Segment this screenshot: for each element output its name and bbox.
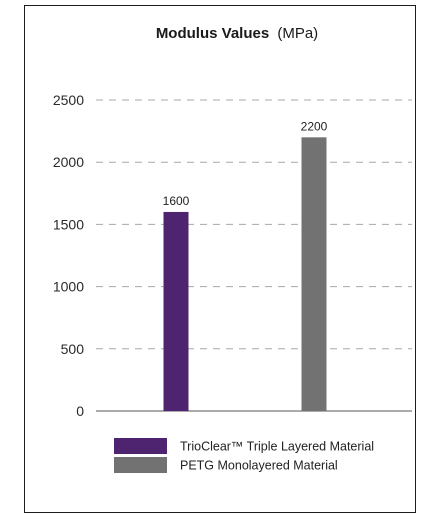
- data-labels: 1600 2200: [163, 119, 328, 208]
- y-tick-label: 1000: [53, 279, 84, 295]
- chart-card: [24, 5, 416, 513]
- y-tick-label: 1500: [53, 216, 84, 232]
- gridlines: [96, 99, 412, 350]
- y-tick-label: 2000: [53, 154, 84, 170]
- bars: [163, 137, 327, 411]
- y-axis-ticks: 0 500 1000 1500 2000 2500: [53, 92, 84, 419]
- y-tick-label: 500: [61, 341, 85, 357]
- legend: TrioClear™ Triple Layered Material PETG M…: [114, 438, 374, 473]
- bar: [301, 137, 327, 411]
- y-tick-label: 2500: [53, 92, 84, 108]
- chart-title-main: Modulus Values: [156, 25, 269, 42]
- chart-title: Modulus Values (MPa): [156, 25, 318, 42]
- chart-title-unit: (MPa): [277, 25, 318, 42]
- y-tick-label: 0: [76, 403, 84, 419]
- bar-value-label: 2200: [301, 119, 328, 133]
- legend-label: PETG Monolayered Material: [180, 459, 338, 473]
- bar-value-label: 1600: [163, 194, 190, 208]
- legend-label: TrioClear™ Triple Layered Material: [180, 440, 374, 454]
- legend-swatch: [114, 438, 167, 454]
- bar: [163, 211, 189, 411]
- legend-swatch: [114, 457, 167, 473]
